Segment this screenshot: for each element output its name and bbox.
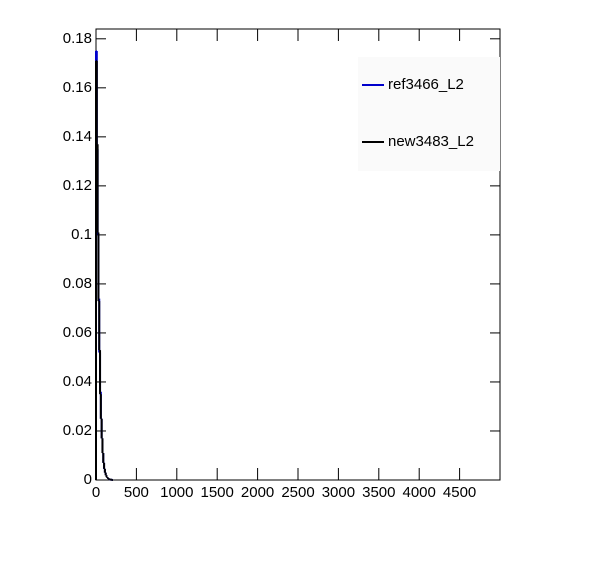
x-tick-label: 1500 bbox=[201, 484, 234, 501]
x-tick-label: 0 bbox=[92, 484, 100, 501]
y-tick-label: 0.12 bbox=[63, 177, 92, 194]
y-tick-label: 0.04 bbox=[63, 373, 92, 390]
y-tick-label: 0.08 bbox=[63, 275, 92, 292]
y-tick-label: 0.1 bbox=[71, 226, 92, 243]
x-tick-label: 500 bbox=[124, 484, 149, 501]
y-tick-label: 0.14 bbox=[63, 128, 92, 145]
y-tick-label: 0.06 bbox=[63, 324, 92, 341]
x-tick-label: 4000 bbox=[403, 484, 436, 501]
x-tick-label: 4500 bbox=[443, 484, 476, 501]
legend-label: ref3466_L2 bbox=[388, 76, 464, 93]
legend-box bbox=[358, 57, 500, 171]
y-tick-label: 0.02 bbox=[63, 422, 92, 439]
y-tick-label: 0.18 bbox=[63, 30, 92, 47]
x-tick-label: 1000 bbox=[160, 484, 193, 501]
y-tick-label: 0 bbox=[84, 471, 92, 488]
legend-label: new3483_L2 bbox=[388, 133, 474, 150]
x-tick-label: 2000 bbox=[241, 484, 274, 501]
x-tick-label: 2500 bbox=[281, 484, 314, 501]
x-tick-label: 3500 bbox=[362, 484, 395, 501]
y-tick-label: 0.16 bbox=[63, 79, 92, 96]
x-tick-label: 3000 bbox=[322, 484, 355, 501]
